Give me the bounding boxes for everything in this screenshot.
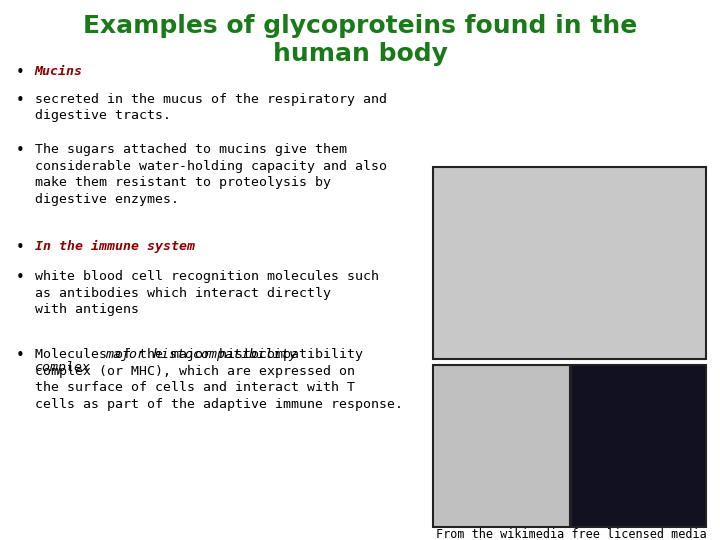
Text: The sugars attached to mucins give them
considerable water-holding capacity and : The sugars attached to mucins give them … [35, 143, 387, 206]
Text: •: • [16, 93, 24, 108]
Bar [433, 364, 570, 526]
Text: Mucins: Mucins [35, 65, 83, 78]
Text: From the wikimedia free licensed media
file repository: From the wikimedia free licensed media f… [436, 528, 706, 540]
Bar [433, 167, 706, 359]
Text: •: • [16, 348, 24, 363]
Text: Examples of glycoproteins found in the
human body: Examples of glycoproteins found in the h… [83, 14, 637, 66]
Text: secreted in the mucus of the respiratory and
digestive tracts.: secreted in the mucus of the respiratory… [35, 93, 387, 123]
Text: white blood cell recognition molecules such
as antibodies which interact directl: white blood cell recognition molecules s… [35, 270, 379, 316]
Bar [571, 364, 706, 526]
Text: •: • [16, 143, 24, 158]
Text: complex: complex [35, 361, 91, 374]
Text: •: • [16, 270, 24, 285]
Text: •: • [16, 65, 24, 80]
Text: •: • [16, 240, 24, 255]
Text: Molecules of the major histocompatibility
complex (or MHC), which are expressed : Molecules of the major histocompatibilit… [35, 348, 402, 411]
Text: In the immune system: In the immune system [35, 240, 194, 253]
Text: major histocompatibility: major histocompatibility [105, 348, 297, 361]
